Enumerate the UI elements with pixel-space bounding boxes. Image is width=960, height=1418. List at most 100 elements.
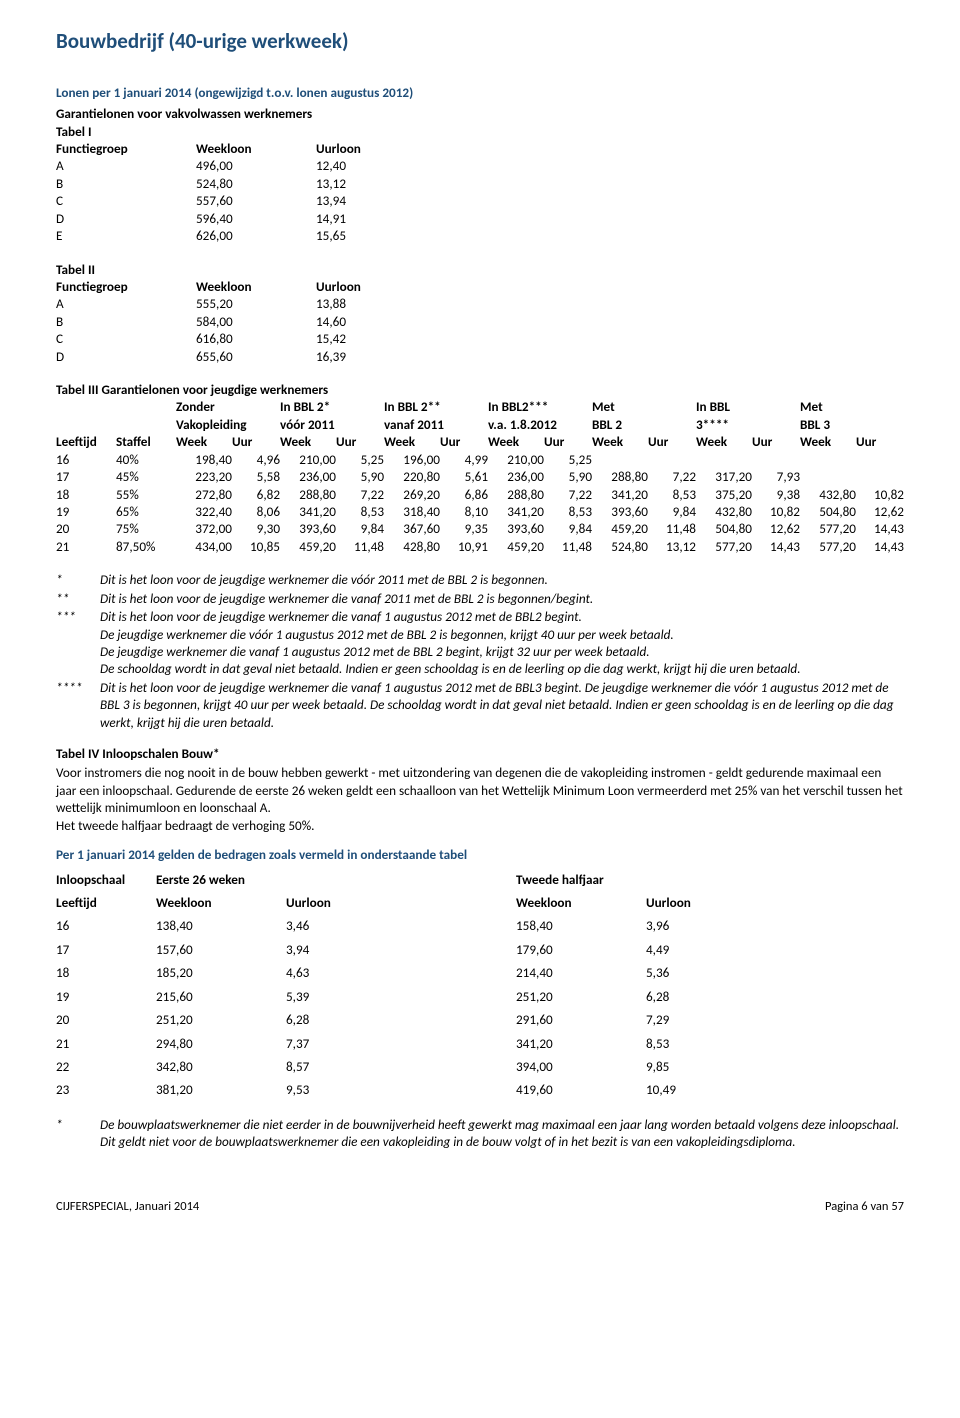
- table-cell: 18: [56, 486, 116, 503]
- footer-right: Pagina 6 van 57: [825, 1199, 904, 1216]
- note-key: ****: [56, 679, 100, 731]
- table-group-header: [736, 868, 896, 891]
- table-cell: 7,22: [648, 468, 696, 485]
- table-cell: 291,60: [516, 1008, 646, 1031]
- table-cell: 13,12: [316, 175, 416, 192]
- table-cell: 9,84: [544, 520, 592, 537]
- table-group-header: vanaf 2011: [384, 416, 440, 433]
- note-text: Dit is het loon voor de jeugdige werknem…: [100, 590, 904, 607]
- table-cell: 5,25: [544, 451, 592, 468]
- table-header: Functiegroep: [56, 278, 196, 295]
- table-cell: 272,80: [176, 486, 232, 503]
- table-cell: 428,80: [384, 538, 440, 555]
- table-cell: 419,60: [516, 1078, 646, 1101]
- table-cell: 16: [56, 914, 156, 937]
- table-group-header: [544, 416, 592, 433]
- table-cell: 8,53: [336, 503, 384, 520]
- table-group-header: [440, 416, 488, 433]
- table-cell: 14,43: [856, 538, 904, 555]
- table-cell: D: [56, 348, 196, 365]
- tabel-4-sub: Per 1 januari 2014 gelden de bedragen zo…: [56, 846, 904, 863]
- table-header: Week: [800, 433, 856, 450]
- note-row: *Dit is het loon voor de jeugdige werkne…: [56, 571, 904, 588]
- table-group-header: [856, 398, 904, 415]
- table-cell: 19: [56, 503, 116, 520]
- table-cell: 251,20: [516, 985, 646, 1008]
- table-cell: 236,00: [488, 468, 544, 485]
- tabel-2: Tabel II FunctiegroepWeekloonUurloonA555…: [56, 261, 904, 366]
- table-cell: 14,43: [752, 538, 800, 555]
- table-header: Week: [696, 433, 752, 450]
- table-cell: C: [56, 330, 196, 347]
- table-cell: 55%: [116, 486, 176, 503]
- note-key: ***: [56, 608, 100, 678]
- table-cell: 13,12: [648, 538, 696, 555]
- table-header: Uur: [232, 433, 280, 450]
- note-row: ****Dit is het loon voor de jeugdige wer…: [56, 679, 904, 731]
- table-cell: 434,00: [176, 538, 232, 555]
- table-group-header: Inloopschaal: [56, 868, 156, 891]
- table-header: Uur: [544, 433, 592, 450]
- table-cell: 17: [56, 938, 156, 961]
- note-key: **: [56, 590, 100, 607]
- table-cell: 185,20: [156, 961, 286, 984]
- table-cell: 138,40: [156, 914, 286, 937]
- tabel-3-grid: ZonderIn BBL 2*In BBL 2**In BBL2***MetIn…: [56, 398, 904, 555]
- note-text: Dit is het loon voor de jeugdige werknem…: [100, 679, 904, 731]
- table-cell: [592, 451, 648, 468]
- table-cell: 432,80: [696, 503, 752, 520]
- table-cell: [800, 451, 856, 468]
- table-cell: 16: [56, 451, 116, 468]
- table-group-header: Vakopleiding: [176, 416, 232, 433]
- table-cell: 4,63: [286, 961, 516, 984]
- table-group-header: [232, 416, 280, 433]
- note-row: **Dit is het loon voor de jeugdige werkn…: [56, 590, 904, 607]
- tabel-1: Garantielonen voor vakvolwassen werkneme…: [56, 105, 904, 244]
- page-title: Bouwbedrijf (40-urige werkweek): [56, 28, 904, 56]
- table-cell: 288,80: [488, 486, 544, 503]
- table-cell: 251,20: [156, 1008, 286, 1031]
- table-cell: 10,85: [232, 538, 280, 555]
- table-cell: 210,00: [488, 451, 544, 468]
- table-header: Staffel: [116, 433, 176, 450]
- table-header: Uurloon: [286, 891, 516, 914]
- tabel-2-name: Tabel II: [56, 261, 904, 278]
- table-cell: 11,48: [648, 520, 696, 537]
- table-cell: 381,20: [156, 1078, 286, 1101]
- table-cell: 5,39: [286, 985, 516, 1008]
- table-cell: 9,85: [646, 1055, 766, 1078]
- table-group-header: 3****: [696, 416, 752, 433]
- table-header: Weekloon: [196, 140, 316, 157]
- table-group-header: In BBL: [696, 398, 752, 415]
- table-cell: 577,20: [800, 520, 856, 537]
- table-group-header: [376, 868, 516, 891]
- table-cell: 557,60: [196, 192, 316, 209]
- table-cell: 4,96: [232, 451, 280, 468]
- table-group-header: [116, 398, 176, 415]
- table-cell: 596,40: [196, 210, 316, 227]
- table-cell: 9,53: [286, 1078, 516, 1101]
- table-header: Leeftijd: [56, 891, 156, 914]
- table-cell: 8,53: [648, 486, 696, 503]
- table-cell: 179,60: [516, 938, 646, 961]
- table-cell: 294,80: [156, 1032, 286, 1055]
- table-cell: 15,65: [316, 227, 416, 244]
- table-header: Leeftijd: [56, 433, 116, 450]
- table-cell: 236,00: [280, 468, 336, 485]
- table-group-header: [752, 416, 800, 433]
- table-cell: 375,20: [696, 486, 752, 503]
- table-cell: [800, 468, 856, 485]
- table-group-header: [648, 398, 696, 415]
- tabel-1-grid: FunctiegroepWeekloonUurloonA496,0012,40B…: [56, 140, 904, 245]
- table-header: Functiegroep: [56, 140, 196, 157]
- table-cell: 14,91: [316, 210, 416, 227]
- table-cell: 11,48: [336, 538, 384, 555]
- table-group-header: In BBL 2**: [384, 398, 440, 415]
- table-cell: 22: [56, 1055, 156, 1078]
- table-cell: 341,20: [280, 503, 336, 520]
- table-header: Week: [384, 433, 440, 450]
- table-cell: 65%: [116, 503, 176, 520]
- table-header: Weekloon: [516, 891, 646, 914]
- table-cell: 372,00: [176, 520, 232, 537]
- table-group-header: [336, 416, 384, 433]
